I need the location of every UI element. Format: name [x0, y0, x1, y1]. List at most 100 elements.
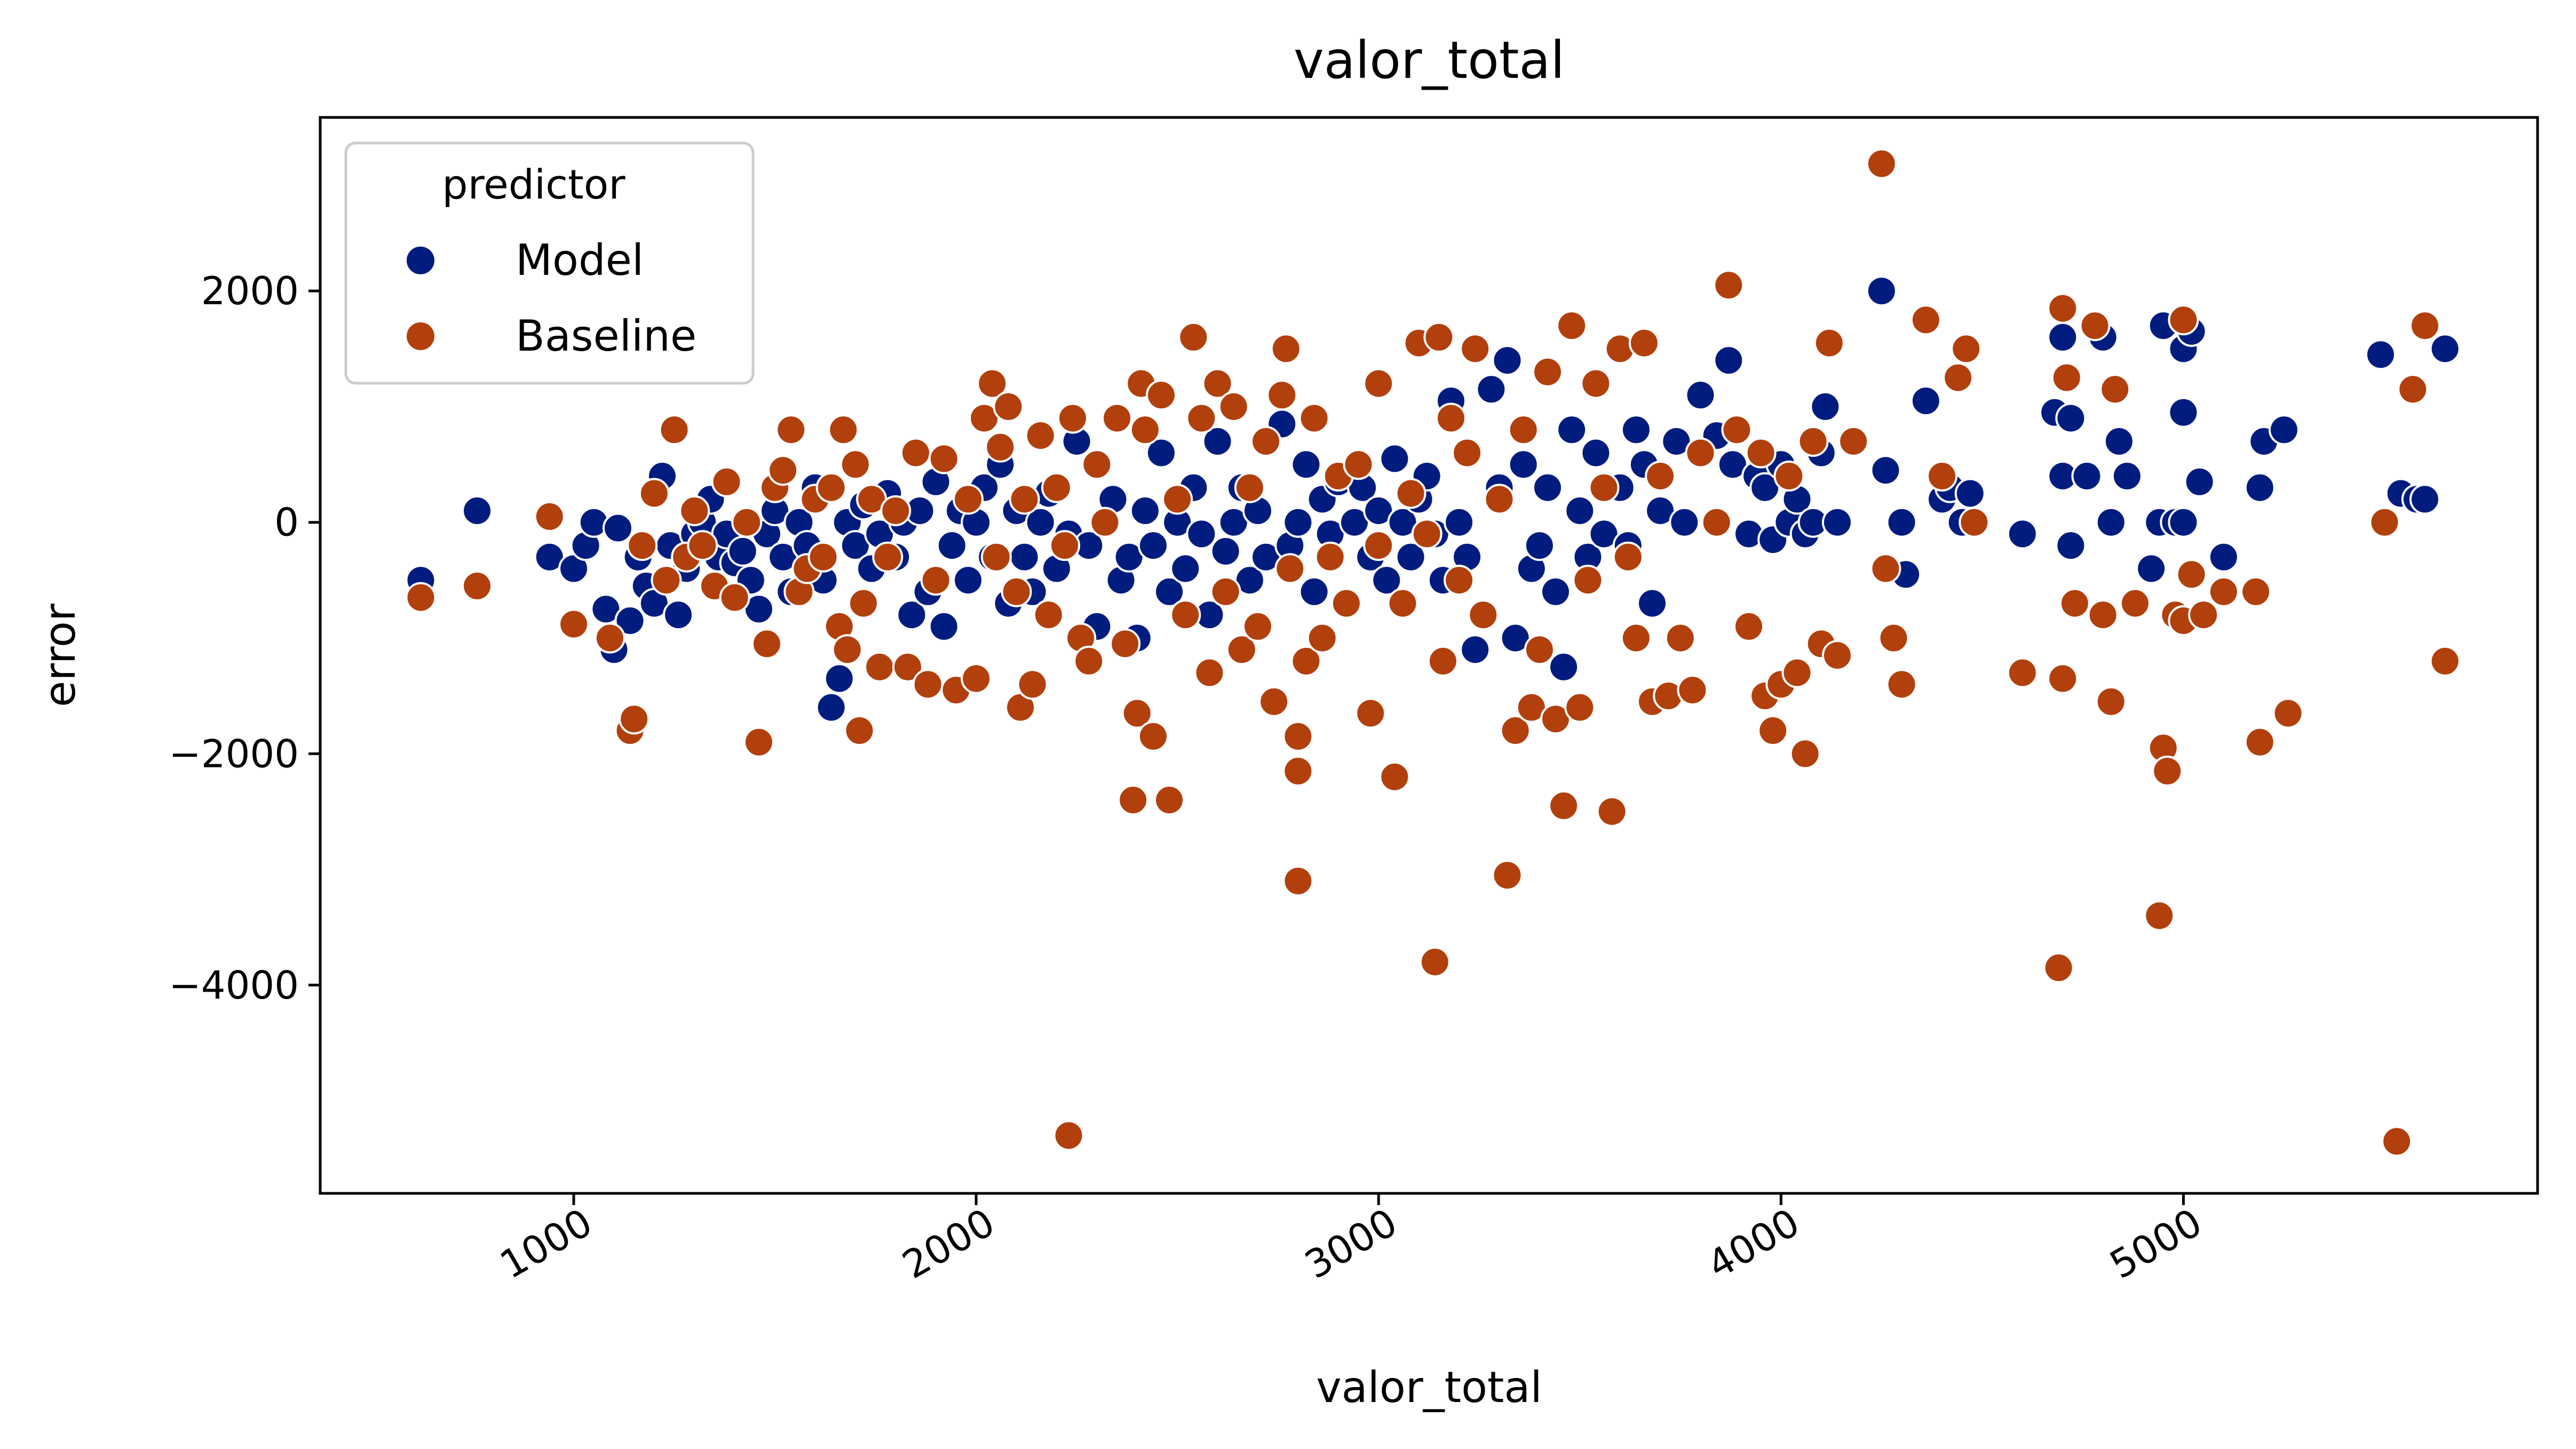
data-point-baseline — [2188, 599, 2220, 631]
data-point-baseline — [1813, 327, 1845, 359]
data-point-baseline — [880, 495, 911, 526]
data-point-baseline — [844, 715, 875, 746]
data-point-model — [1810, 391, 1841, 422]
x-axis-ticks: 1000 2000 3000 4000 5000 — [493, 1193, 2209, 1287]
data-point-baseline — [2208, 576, 2239, 607]
data-point-model — [2365, 339, 2396, 370]
data-point-model — [1886, 506, 1917, 538]
data-point-model — [1138, 530, 1169, 561]
data-point-baseline — [1138, 720, 1169, 752]
data-point-baseline — [1685, 437, 1716, 469]
data-point-baseline — [679, 495, 710, 526]
data-point-model — [2111, 461, 2143, 492]
data-point-baseline — [1081, 449, 1113, 480]
data-point-baseline — [1419, 946, 1451, 978]
data-point-model — [2047, 321, 2079, 353]
data-point-baseline — [1580, 368, 1612, 399]
data-point-baseline — [1009, 484, 1040, 515]
data-point-baseline — [1387, 588, 1418, 619]
data-point-model — [1460, 634, 1491, 666]
data-point-model — [1395, 541, 1426, 573]
data-point-baseline — [1186, 402, 1217, 434]
data-point-baseline — [1423, 321, 1455, 353]
data-point-baseline — [1713, 270, 1745, 301]
data-point-model — [1444, 506, 1475, 538]
data-point-baseline — [1363, 530, 1394, 561]
data-point-baseline — [985, 431, 1016, 463]
data-point-baseline — [651, 565, 682, 596]
data-point-model — [1476, 374, 1507, 405]
data-point-baseline — [2397, 374, 2429, 405]
data-point-baseline — [594, 622, 625, 654]
data-point-baseline — [1017, 669, 1048, 700]
data-point-model — [2007, 518, 2038, 550]
data-point-baseline — [1379, 761, 1410, 793]
data-point-model — [1210, 535, 1241, 567]
data-point-baseline — [619, 703, 650, 735]
data-point-baseline — [815, 472, 847, 503]
data-point-baseline — [1162, 484, 1193, 515]
data-point-baseline — [1202, 368, 1233, 399]
data-point-model — [2168, 397, 2199, 428]
data-point-baseline — [1250, 426, 1282, 457]
data-point-baseline — [1821, 640, 1853, 671]
data-point-baseline — [1270, 333, 1302, 365]
data-point-baseline — [2047, 663, 2079, 694]
data-point-model — [2055, 530, 2087, 561]
data-point-model — [1620, 414, 1652, 446]
data-point-model — [1866, 275, 1897, 307]
data-point-baseline — [1411, 518, 1442, 550]
data-point-baseline — [1588, 472, 1620, 503]
data-point-model — [2168, 506, 2199, 538]
data-point-baseline — [1025, 420, 1056, 452]
data-point-baseline — [1484, 484, 1515, 515]
data-point-baseline — [1927, 461, 1957, 492]
data-point-model — [1540, 576, 1571, 607]
data-point-model — [1146, 437, 1177, 469]
data-point-baseline — [1628, 327, 1660, 359]
data-point-baseline — [1298, 402, 1330, 434]
data-point-baseline — [1878, 622, 1909, 654]
data-point-baseline — [872, 541, 903, 573]
data-point-baseline — [953, 484, 984, 515]
data-point-baseline — [1612, 541, 1644, 573]
data-point-baseline — [2168, 304, 2199, 336]
data-point-baseline — [1314, 541, 1346, 573]
data-point-model — [462, 495, 493, 526]
data-point-baseline — [2047, 292, 2079, 324]
data-point-baseline — [1870, 553, 1901, 584]
data-point-model — [2268, 414, 2300, 446]
data-point-model — [2055, 402, 2087, 434]
data-point-model — [614, 605, 646, 636]
data-point-baseline — [1959, 506, 1990, 538]
data-point-model — [823, 663, 855, 694]
data-point-baseline — [1620, 622, 1652, 654]
data-point-model — [1154, 576, 1185, 607]
x-tick-label: 3000 — [1297, 1200, 1405, 1287]
data-point-baseline — [2152, 755, 2183, 787]
data-point-baseline — [1033, 599, 1064, 631]
data-point-baseline — [1745, 437, 1777, 469]
data-point-baseline — [1866, 148, 1897, 179]
data-point-baseline — [807, 541, 839, 573]
data-point-baseline — [1492, 859, 1523, 891]
data-point-baseline — [627, 530, 658, 561]
data-point-model — [1713, 345, 1745, 376]
data-point-baseline — [719, 582, 750, 613]
data-point-baseline — [1226, 634, 1257, 666]
data-point-baseline — [1532, 356, 1563, 387]
data-point-baseline — [775, 414, 807, 446]
data-point-baseline — [1468, 599, 1499, 631]
data-point-model — [1954, 478, 1986, 509]
data-point-baseline — [977, 368, 1008, 399]
data-point-baseline — [1395, 478, 1426, 509]
data-point-baseline — [1242, 611, 1273, 642]
data-point-baseline — [2144, 900, 2175, 931]
y-tick-label: 0 — [274, 500, 299, 545]
data-point-baseline — [1146, 379, 1177, 411]
data-point-model — [2136, 553, 2167, 584]
data-point-model — [1282, 506, 1314, 538]
data-point-baseline — [2099, 374, 2131, 405]
data-point-baseline — [864, 651, 895, 683]
data-point-baseline — [638, 478, 670, 509]
